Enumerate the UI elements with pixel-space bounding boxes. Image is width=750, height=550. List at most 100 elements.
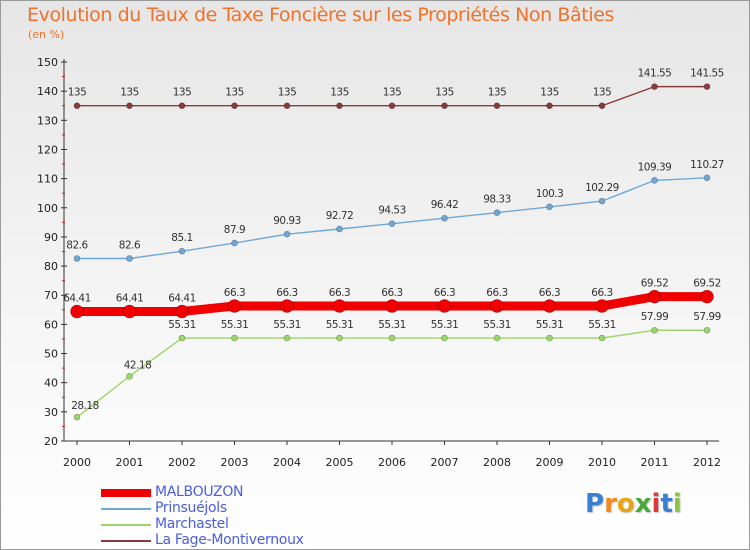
data-label: 64.41 [168, 293, 196, 305]
data-point [490, 299, 504, 313]
legend-label: La Fage-Montivernoux [155, 532, 304, 548]
data-label: 135 [68, 87, 87, 99]
x-tick-label: 2000 [63, 456, 91, 469]
data-label: 96.42 [431, 199, 459, 211]
x-tick-label: 2004 [273, 456, 301, 469]
data-point [493, 102, 501, 110]
data-label: 64.41 [63, 293, 91, 305]
data-point [231, 239, 238, 247]
chart-title: Evolution du Taux de Taxe Foncière sur l… [27, 4, 615, 26]
data-point [493, 334, 501, 342]
data-label: 57.99 [693, 311, 721, 323]
x-tick-label: 2012 [693, 456, 721, 469]
y-tick-label: 110 [37, 173, 58, 186]
data-label: 55.31 [273, 319, 301, 331]
y-tick-label: 70 [44, 289, 58, 302]
y-tick-label: 140 [37, 85, 58, 98]
logo-letter: x [634, 489, 652, 519]
data-label: 135 [540, 87, 559, 99]
y-tick-label: 30 [44, 406, 58, 419]
data-point [441, 214, 448, 222]
data-point [598, 102, 606, 110]
data-point [441, 102, 448, 110]
data-label: 55.31 [168, 319, 196, 331]
x-tick-label: 2007 [431, 456, 459, 469]
data-point [73, 255, 81, 262]
data-label: 64.41 [116, 293, 144, 305]
data-point [651, 177, 658, 184]
data-point [546, 334, 553, 342]
data-label: 55.31 [483, 319, 511, 331]
data-label: 28.18 [71, 400, 99, 412]
axes: 20 30 40 50 60 70 80 90 100 110 120 130 140 150 2000 20… [37, 56, 721, 469]
data-label: 82.6 [119, 239, 141, 251]
data-point [651, 83, 658, 90]
series-layer [70, 83, 714, 421]
x-tick-label: 2003 [221, 456, 249, 469]
data-point [283, 334, 291, 342]
data-label: 55.31 [431, 319, 459, 331]
data-point [437, 299, 452, 313]
data-label: 102.29 [585, 182, 619, 194]
data-label: 66.3 [591, 287, 612, 299]
legend-swatch [101, 524, 151, 526]
logo-letter: i [672, 489, 682, 519]
y-axis-label: (en %) [28, 28, 65, 41]
data-label: 57.99 [641, 311, 669, 323]
data-point [598, 197, 606, 205]
series-line [76, 329, 707, 418]
data-point [175, 304, 189, 319]
y-tick-label: 80 [44, 260, 58, 273]
data-label: 55.31 [326, 319, 354, 331]
data-label: 135 [383, 87, 402, 99]
data-point [178, 334, 186, 342]
series-prinsu-jols [73, 174, 711, 262]
data-point [70, 304, 84, 319]
data-label: 135 [330, 87, 349, 99]
data-point [546, 102, 553, 110]
y-tick-label: 40 [44, 377, 58, 390]
data-point [703, 174, 711, 182]
y-tick-label: 120 [37, 143, 58, 156]
data-point [651, 326, 658, 334]
data-point [493, 209, 501, 216]
data-point [231, 102, 238, 110]
data-label: 55.31 [536, 319, 564, 331]
logo-letter: t [660, 489, 673, 519]
data-point [280, 299, 294, 313]
data-label: 87.9 [224, 224, 245, 236]
data-label: 55.31 [588, 319, 616, 331]
data-label: 55.31 [378, 319, 406, 331]
data-point [703, 83, 711, 90]
data-point [126, 255, 133, 262]
data-point [647, 289, 662, 304]
data-label: 135 [120, 87, 139, 99]
data-label: 69.52 [641, 278, 669, 290]
data-label: 85.1 [171, 232, 192, 244]
legend-label: MALBOUZON [155, 484, 244, 500]
data-point [73, 102, 81, 110]
x-tick-label: 2005 [326, 456, 354, 469]
series-malbouzon [70, 289, 714, 319]
data-point [546, 203, 553, 211]
data-label: 82.6 [66, 239, 88, 251]
y-tick-label: 20 [44, 435, 58, 448]
data-point [73, 413, 81, 421]
data-label: 66.3 [224, 287, 245, 299]
data-point [336, 102, 343, 110]
data-labels-layer: 64.41 64.41 64.41 66.3 66.3 66.3 66.3 66.3 66.3 6… [63, 68, 724, 413]
data-label: 135 [225, 87, 244, 99]
data-point [283, 230, 291, 238]
data-point [542, 299, 557, 313]
data-point [122, 304, 137, 319]
data-label: 66.3 [381, 287, 402, 299]
data-label: 141.55 [638, 68, 672, 80]
data-point [703, 326, 711, 334]
data-label: 110.27 [690, 159, 724, 171]
x-tick-label: 2006 [378, 456, 406, 469]
data-label: 135 [593, 87, 612, 99]
x-tick-label: 2001 [116, 456, 144, 469]
data-label: 98.33 [483, 194, 511, 206]
